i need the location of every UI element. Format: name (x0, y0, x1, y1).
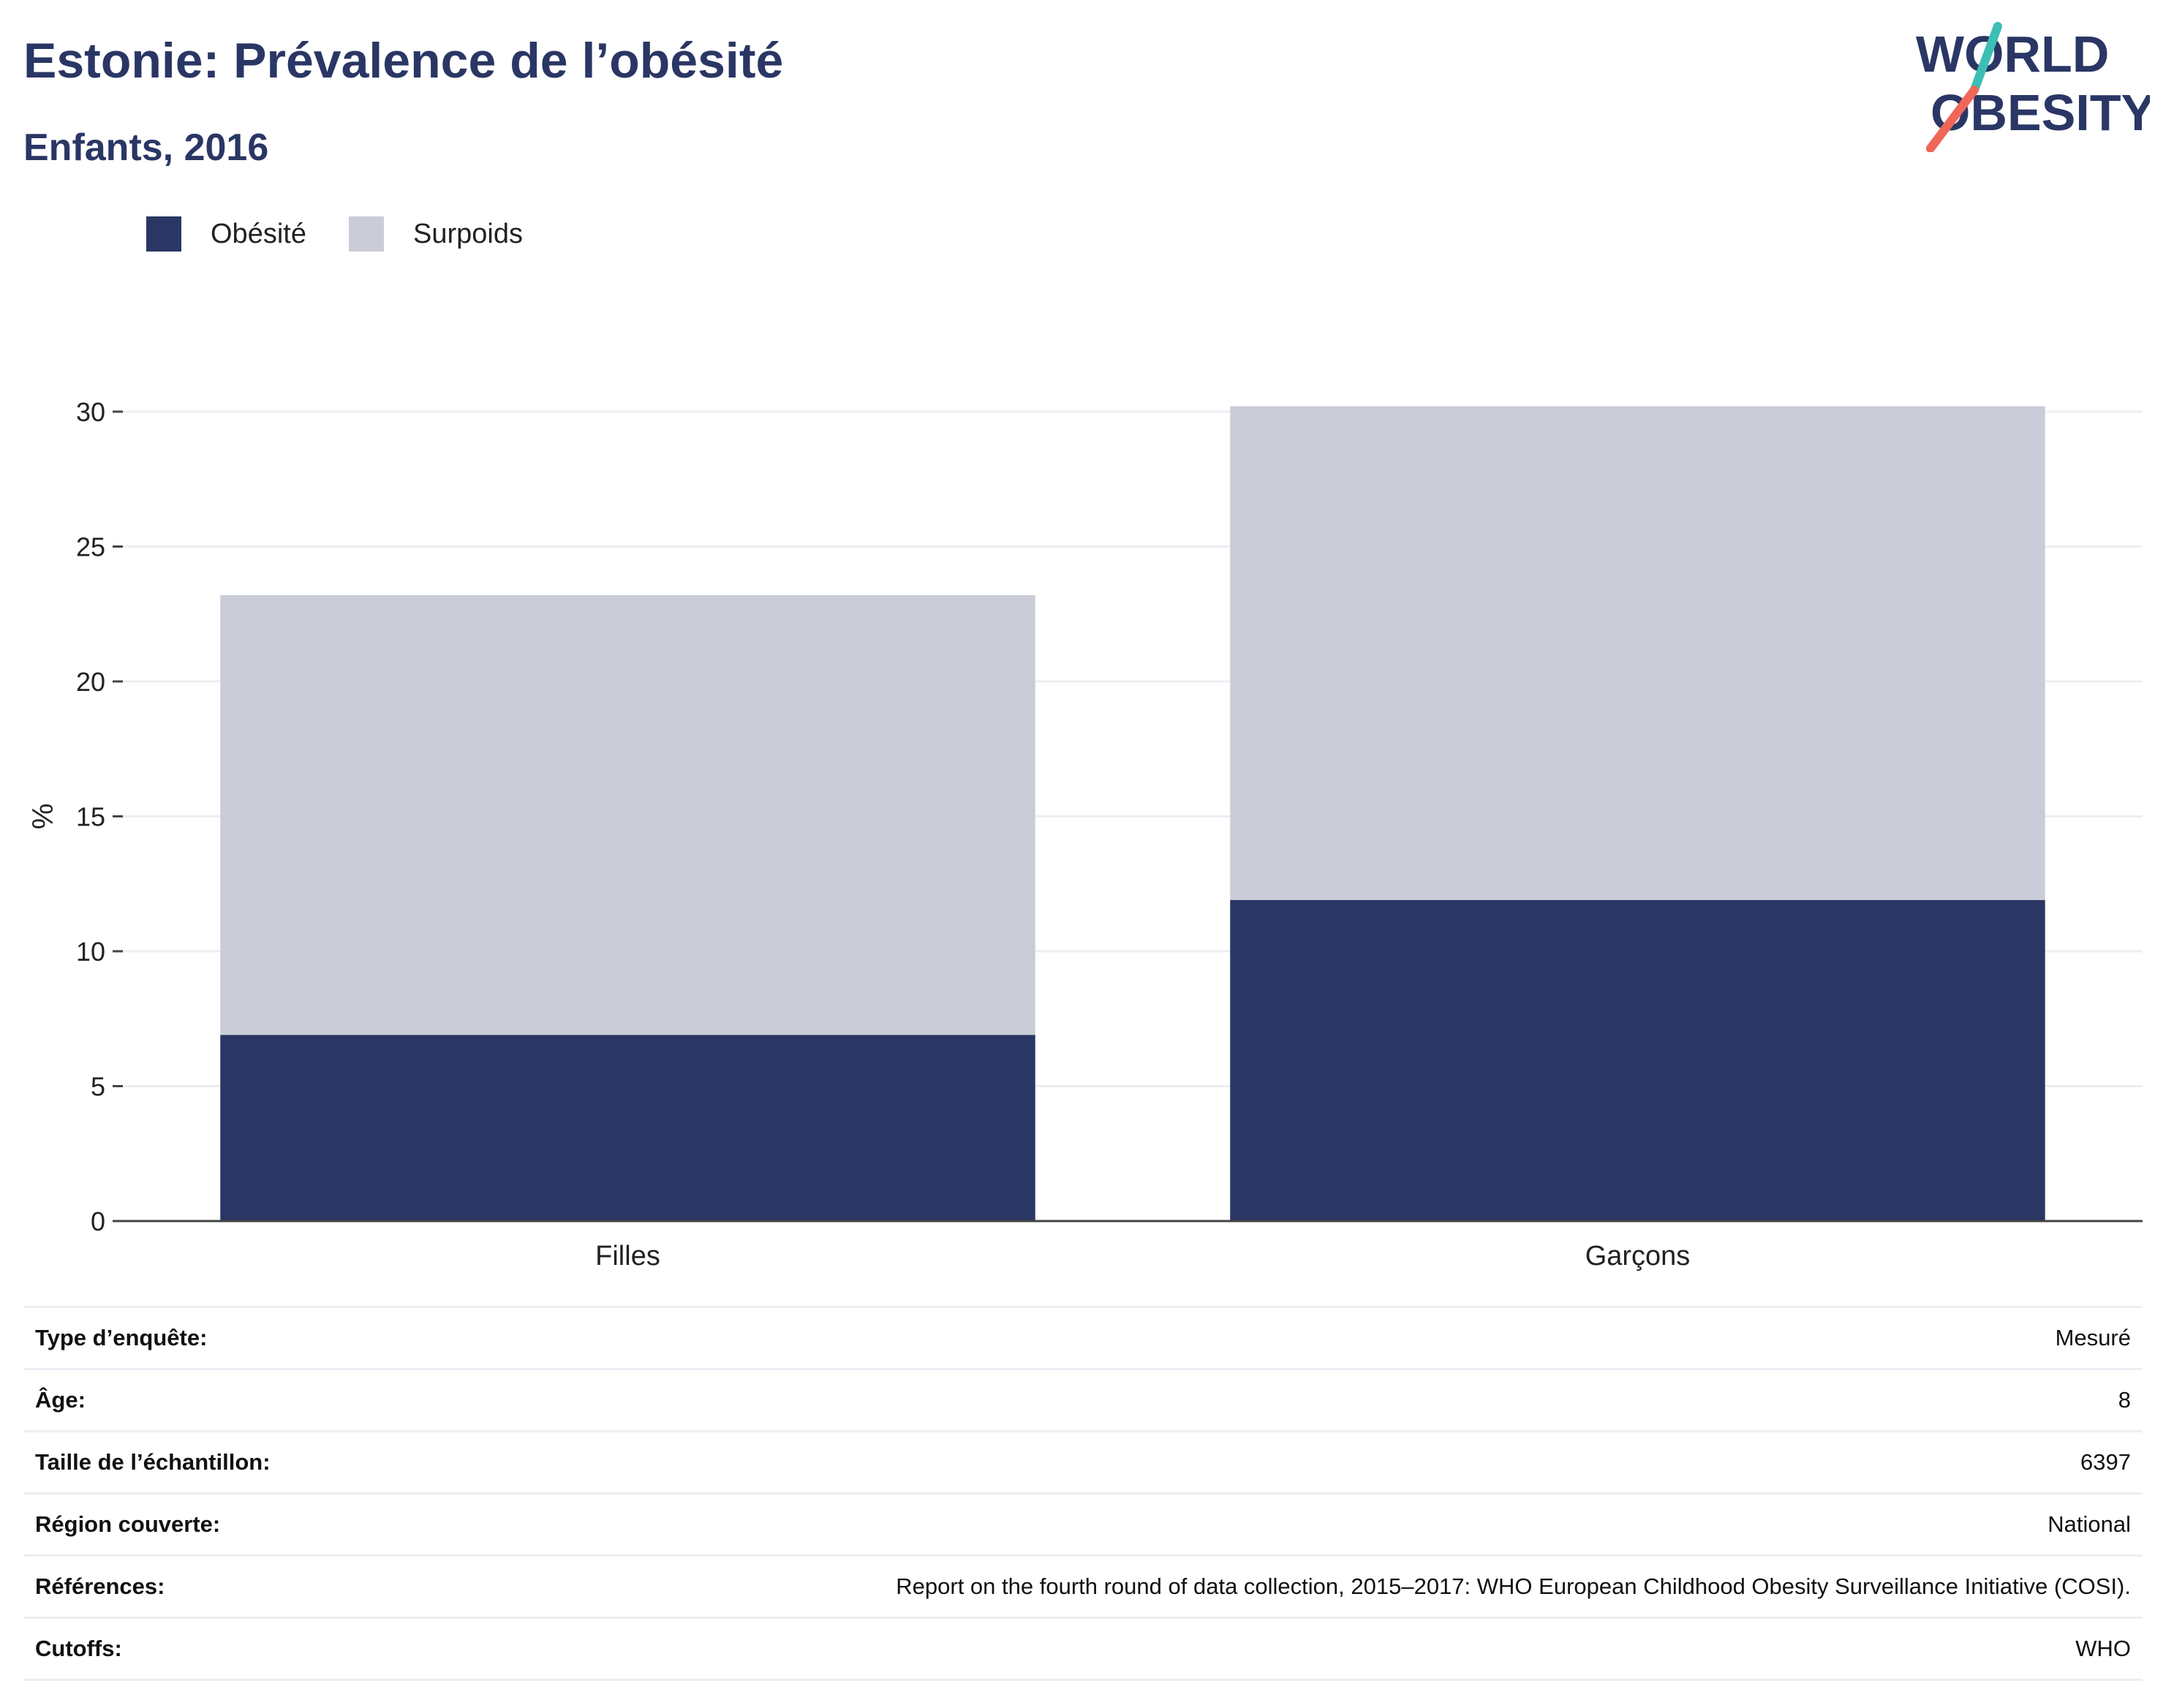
y-tick-label: 0 (91, 1206, 105, 1236)
y-tick-label: 5 (91, 1072, 105, 1102)
x-tick-label: Garçons (1585, 1241, 1691, 1271)
world-obesity-logo: WORLD OBESITY (1916, 22, 2150, 152)
info-row: Âge: 8 (23, 1368, 2143, 1432)
chart-subtitle: Enfants, 2016 (23, 126, 269, 169)
logo-text-obesity: OBESITY (1930, 84, 2150, 141)
bar-obesite (1230, 899, 2045, 1221)
y-tick-label: 20 (76, 667, 105, 697)
bar-surpoids (1230, 406, 2045, 900)
info-key: Taille de l’échantillon: (23, 1430, 385, 1494)
legend-label-surpoids: Surpoids (412, 218, 523, 249)
y-tick-label: 25 (76, 532, 105, 562)
chart-legend: Obésité Surpoids (146, 216, 565, 252)
legend-item-obesite[interactable]: Obésité (146, 216, 306, 252)
y-tick-label: 15 (76, 802, 105, 832)
bar-obesite (220, 1035, 1035, 1221)
info-row: Taille de l’échantillon: 6397 (23, 1430, 2143, 1494)
info-value: Mesuré (384, 1306, 2143, 1370)
info-row: Références: Report on the fourth round of… (23, 1554, 2143, 1619)
info-row: Cutoffs: WHO (23, 1617, 2143, 1681)
info-value: National (384, 1492, 2143, 1557)
legend-item-surpoids[interactable]: Surpoids (348, 216, 523, 252)
logo-text-world: WORLD (1916, 26, 2109, 83)
info-row: Type d’enquête: Mesuré (23, 1306, 2143, 1370)
info-key: Âge: (23, 1368, 385, 1432)
legend-swatch-obesite (146, 216, 181, 252)
info-key: Région couverte: (23, 1492, 385, 1557)
info-key: Cutoffs: (23, 1617, 385, 1681)
info-value: WHO (384, 1617, 2143, 1681)
info-value: 6397 (384, 1430, 2143, 1494)
logo-slash-teal (1970, 22, 2002, 94)
info-value: 8 (384, 1368, 2143, 1432)
legend-swatch-surpoids (348, 216, 384, 252)
y-axis-label: % (27, 804, 59, 830)
info-key: Références: (23, 1554, 385, 1619)
stacked-bar-chart: 0 5 10 15 20 25 30% Filles Garçons (27, 397, 2143, 1271)
x-tick-label: Filles (595, 1241, 660, 1271)
bar-surpoids (220, 594, 1035, 1035)
info-row: Région couverte: National (23, 1492, 2143, 1557)
logo-slash-coral (1926, 86, 1979, 152)
chart-title: Estonie: Prévalence de l’obésité (23, 33, 784, 88)
y-tick-label: 30 (76, 397, 105, 427)
survey-info-table: Type d’enquête: Mesuré Âge: 8 Taille de l’éc… (23, 1306, 2143, 1681)
info-value: Report on the fourth round of data colle… (384, 1554, 2143, 1619)
legend-label-obesite: Obésité (211, 218, 306, 249)
y-tick-label: 10 (76, 937, 105, 967)
info-key: Type d’enquête: (23, 1306, 385, 1370)
